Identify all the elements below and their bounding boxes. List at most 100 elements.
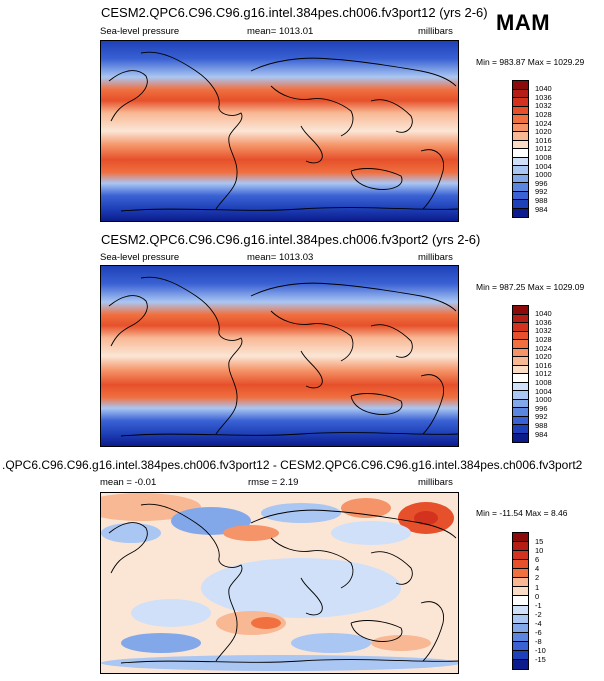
panel3-cbar-box [513, 605, 528, 615]
panel1-cbar-label: 988 [535, 196, 548, 205]
panel2-cbar-label: 1036 [535, 318, 552, 327]
panel2-map [100, 265, 459, 447]
panel3-cbar-label: 10 [535, 546, 544, 555]
panel2-cbar-box [513, 408, 528, 417]
panel1-cbar-label: 1020 [535, 127, 552, 136]
panel2-cbar-label: 992 [535, 412, 548, 421]
panel3-units: millibars [418, 477, 453, 488]
panel3-cbar-box [513, 578, 528, 588]
panel1-minmax: Min = 983.87 Max = 1029.29 [476, 57, 585, 67]
panel1-cbar-label: 1016 [535, 136, 552, 145]
panel3-cbar-label: -15 [535, 655, 546, 664]
panel3-cbar-box [513, 623, 528, 633]
panel3-cbar-label: 0 [535, 592, 540, 601]
panel1-cbar-box [513, 149, 528, 158]
panel2-cbar-label: 1028 [535, 335, 552, 344]
panel1-cbar-box [513, 89, 528, 98]
panel2-cbar-box [513, 433, 528, 442]
panel3-cbar-label: -4 [535, 619, 542, 628]
panel3-cbar-box [513, 533, 528, 543]
panel1-cbar-box [513, 115, 528, 124]
panel3-coastlines [108, 503, 458, 664]
panel3-title: .QPC6.C96.C96.g16.intel.384pes.ch006.fv3… [2, 458, 583, 472]
panel3-field [101, 493, 458, 673]
panel2-cbar-box [513, 357, 528, 366]
panel1-cbar-label: 996 [535, 179, 548, 188]
panel3-cbar-box [513, 614, 528, 624]
panel1-cbar-box [513, 106, 528, 115]
panel1-cbar-box [513, 183, 528, 192]
panel3-cbar-label: 4 [535, 564, 540, 573]
panel1-cbar-label: 1008 [535, 153, 552, 162]
panel1-cbar-label: 992 [535, 187, 548, 196]
panel1-cbar-box [513, 81, 528, 90]
panel2-cbar-box [513, 348, 528, 357]
panel1-cbar-label: 1040 [535, 84, 552, 93]
panel3-cbar-label: 6 [535, 555, 540, 564]
panel1-units: millibars [418, 26, 453, 37]
panel2-cbar-box [513, 382, 528, 391]
panel3-cbar-label: -10 [535, 646, 546, 655]
panel2-field [101, 266, 458, 446]
panel2-cbar-label: 996 [535, 404, 548, 413]
panel1-map [100, 40, 459, 222]
panel2-units: millibars [418, 252, 453, 263]
panel2-cbar-box [513, 340, 528, 349]
panel3-mean: mean = -0.01 [100, 477, 157, 488]
panel3-anomalies [101, 493, 458, 671]
panel2-cbar-label: 1008 [535, 378, 552, 387]
panel3-map [100, 492, 459, 674]
panel3-minmax: Min = -11.54 Max = 8.46 [476, 508, 568, 518]
panel1-cbar-label: 1032 [535, 101, 552, 110]
panel3-cbar-box [513, 560, 528, 570]
panel2-cbar-label: 1004 [535, 387, 552, 396]
panel1-colorbar: 1040 1036 1032 1028 1024 1020 1016 1012 … [512, 80, 552, 218]
panel1-mean: mean= 1013.01 [247, 26, 314, 37]
panel2-cbar-label: 1032 [535, 326, 552, 335]
panel1-cbar-box [513, 174, 528, 183]
panel2-cbar-box [513, 425, 528, 434]
panel1-coastlines [108, 51, 458, 212]
panel3-rmse: rmse = 2.19 [248, 477, 299, 488]
panel3-cbar-box [513, 650, 528, 660]
panel3-cbar-box [513, 659, 528, 669]
panel2-coastlines [108, 276, 458, 437]
panel3-cbar-box [513, 632, 528, 642]
panel2-title: CESM2.QPC6.C96.C96.g16.intel.384pes.ch00… [101, 232, 481, 247]
season-label: MAM [496, 10, 551, 35]
panel2-cbar-label: 1020 [535, 352, 552, 361]
panel2-cbar-box [513, 365, 528, 374]
panel2-mean: mean= 1013.03 [247, 252, 314, 263]
panel3-cbar-label: -1 [535, 601, 542, 610]
panel2-cbar-label: 1012 [535, 369, 552, 378]
panel3-cbar-label: 2 [535, 573, 540, 582]
panel3-cbar-box [513, 641, 528, 651]
panel1-field [101, 41, 458, 221]
panel2-cbar-box [513, 374, 528, 383]
panel2-cbar-box [513, 314, 528, 323]
panel1-cbar-box [513, 98, 528, 107]
panel3-cbar-box [513, 569, 528, 579]
panel1-cbar-box [513, 123, 528, 132]
panel3-cbar-box [513, 596, 528, 606]
panel1-cbar-box [513, 191, 528, 200]
panel1-cbar-box [513, 200, 528, 209]
panel1-cbar-box [513, 157, 528, 166]
panel2-cbar-label: 1040 [535, 309, 552, 318]
panel1-cbar-label: 1012 [535, 144, 552, 153]
panel1-cbar-box [513, 132, 528, 141]
panel2-variable: Sea-level pressure [100, 252, 180, 263]
panel2-cbar-box [513, 331, 528, 340]
panel1-cbar-label: 1000 [535, 170, 552, 179]
panel1-cbar-box [513, 208, 528, 217]
panel2-cbar-label: 1024 [535, 344, 552, 353]
panel2-cbar-box [513, 416, 528, 425]
panel3-cbar-label: -6 [535, 628, 542, 637]
panel2-cbar-label: 1000 [535, 395, 552, 404]
panel3-cbar-box [513, 587, 528, 597]
panel2-cbar-label: 984 [535, 430, 548, 439]
panel3-cbar-box [513, 542, 528, 552]
panel1-title: CESM2.QPC6.C96.C96.g16.intel.384pes.ch00… [101, 5, 488, 20]
panel2-cbar-box [513, 306, 528, 315]
panel3-cbar-label: -2 [535, 610, 542, 619]
